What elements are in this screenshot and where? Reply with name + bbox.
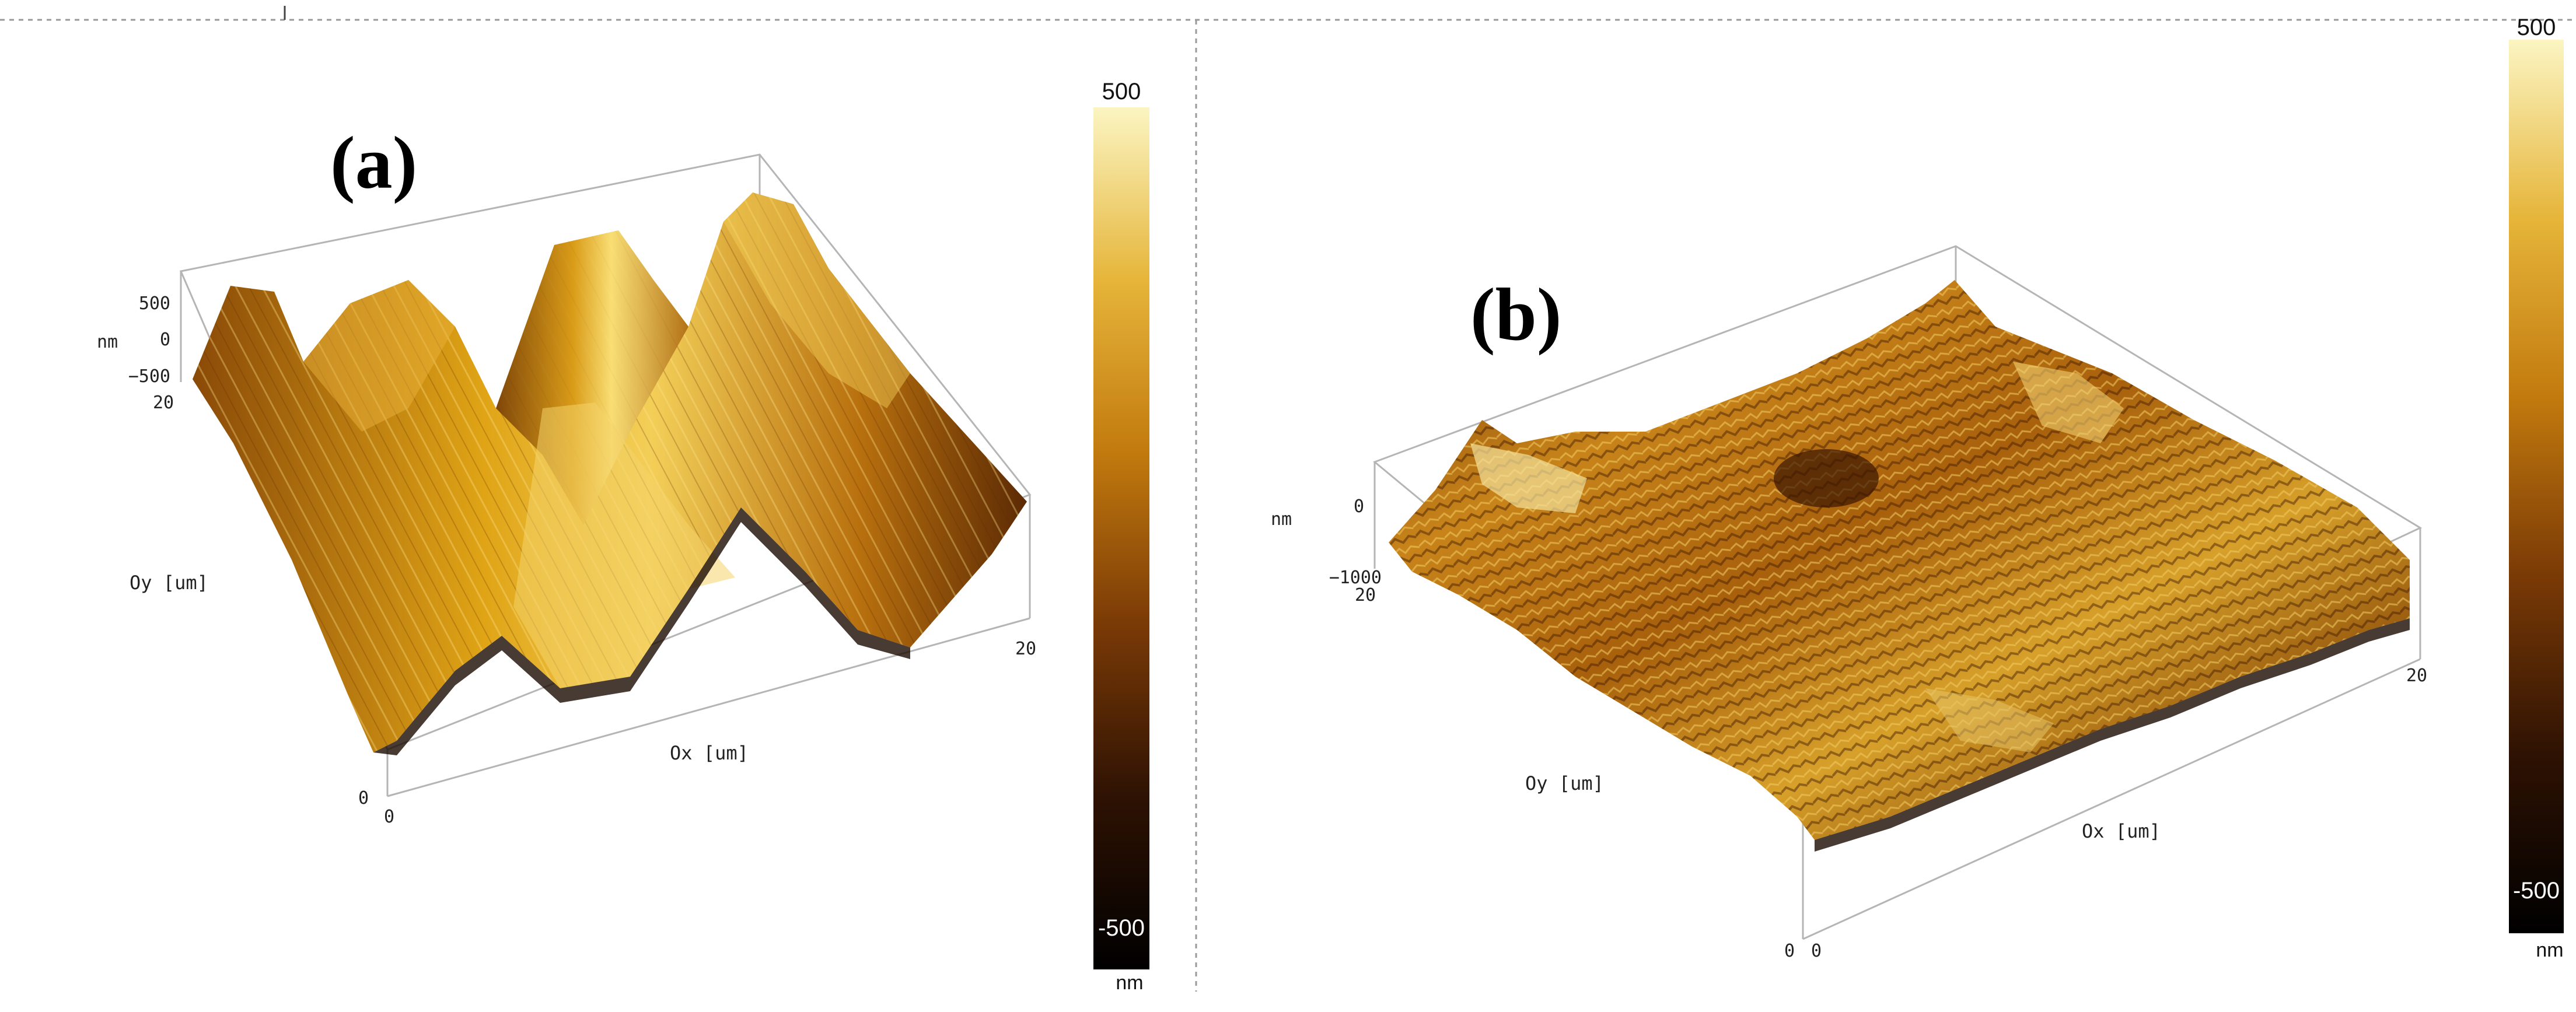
panel-b-colorbar-max: 500 bbox=[2517, 15, 2556, 40]
panel-a-colorbar-min: -500 bbox=[1098, 915, 1145, 941]
panel-a-y-min-tick: 0 bbox=[358, 788, 369, 808]
panel-a-x-min-tick: 0 bbox=[384, 807, 394, 827]
panel-a-y-axis-label: Oy [um] bbox=[130, 572, 208, 594]
panel-b-x-max-tick: 20 bbox=[2406, 666, 2427, 686]
panel-b-colorbar-unit: nm bbox=[2536, 939, 2563, 961]
panel-a-colorbar bbox=[1093, 107, 1149, 969]
panel-a-z-unit: nm bbox=[97, 332, 118, 352]
panel-b-y-axis-label: Oy [um] bbox=[1525, 772, 1604, 794]
panel-a-z-tick-bottom: −500 bbox=[128, 366, 170, 387]
panel-b-y-min-tick: 0 bbox=[1784, 941, 1795, 961]
panel-a-x-axis-label: Ox [um] bbox=[670, 742, 749, 764]
panel-b-colorbar-min: -500 bbox=[2513, 878, 2560, 904]
panel-b-y-max-tick: 20 bbox=[1355, 585, 1376, 605]
panel-b-z-tick-0: 0 bbox=[1354, 496, 1364, 517]
panel-a-z-tick-mid: 0 bbox=[160, 330, 170, 350]
panel-b-z-tick-1: −1000 bbox=[1329, 568, 1382, 588]
panel-b-x-min-tick: 0 bbox=[1811, 941, 1822, 961]
panel-a-colorbar-max: 500 bbox=[1102, 79, 1141, 104]
panel-a-colorbar-unit: nm bbox=[1116, 972, 1143, 994]
panel-a: 500 0 −500 nm 20 Oy [um] 0 0 Ox [um] 20 … bbox=[97, 79, 1149, 994]
panel-a-x-max-tick: 20 bbox=[1015, 639, 1036, 659]
panel-a-label: (a) bbox=[330, 121, 417, 204]
panel-b-label: (b) bbox=[1470, 273, 1561, 356]
panel-a-y-max-tick: 20 bbox=[153, 393, 174, 413]
panel-a-z-tick-top: 500 bbox=[139, 293, 170, 314]
panel-b-afm-surface bbox=[1389, 280, 2410, 852]
panel-b-z-unit: nm bbox=[1271, 509, 1292, 530]
panel-a-afm-surface bbox=[193, 192, 1027, 755]
panel-b-x-axis-label: Ox [um] bbox=[2082, 820, 2161, 842]
panel-b-colorbar bbox=[2509, 40, 2564, 933]
panel-b: 0 −1000 nm 20 Oy [um] 0 0 Ox [um] 20 (b)… bbox=[1271, 15, 2564, 961]
